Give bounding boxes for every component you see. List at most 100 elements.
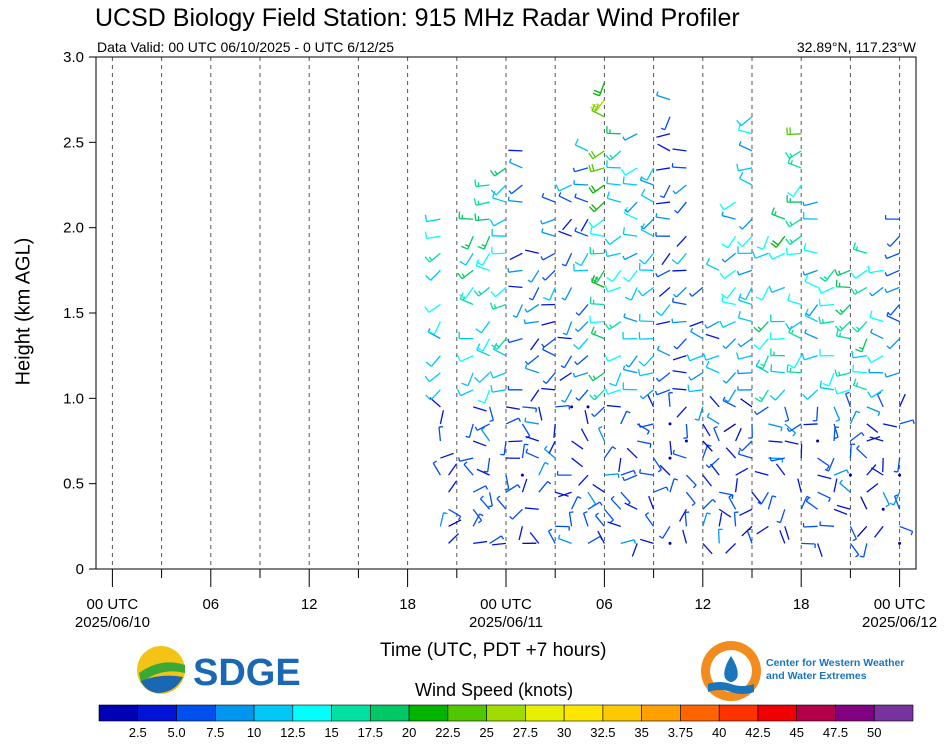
wind-barb [672, 184, 687, 195]
wind-barb [606, 176, 621, 186]
wind-barb [835, 279, 851, 289]
wind-barb [736, 116, 753, 127]
wind-barb [658, 286, 671, 297]
wind-barb [859, 543, 868, 558]
wind-barb [491, 228, 507, 237]
wind-barb [869, 436, 884, 442]
wind-barb [673, 338, 687, 350]
wind-barb [542, 287, 556, 301]
colorbar-label: 30 [557, 725, 571, 740]
wind-barb [491, 338, 507, 350]
wind-barb [756, 525, 769, 535]
wind-barb [722, 372, 737, 384]
grid-layer [111, 57, 901, 569]
wind-barb [508, 158, 523, 169]
wind-barb [769, 332, 785, 341]
x-tick-label: 06 [202, 596, 219, 613]
wind-barb [592, 82, 606, 97]
wind-barb [786, 127, 802, 136]
x-tick-date-label: 2025/06/11 [469, 614, 543, 631]
wind-barb [507, 337, 523, 344]
wind-barb [756, 235, 770, 250]
colorbar-label: 25 [479, 725, 493, 740]
wind-barb [459, 287, 474, 300]
wind-barb-calm [570, 405, 574, 409]
wind-barb [805, 304, 819, 317]
wind-barb [574, 138, 589, 152]
wind-barb [694, 406, 704, 421]
wind-barb [589, 246, 605, 255]
wind-barb [850, 286, 868, 295]
wind-barb [490, 167, 507, 177]
x-tick-label: 00 UTC [874, 596, 926, 613]
cw3e-logo: Center for Western Weather and Water Ext… [701, 641, 904, 701]
wind-barb [656, 167, 671, 171]
wind-barb [644, 512, 655, 527]
wind-barb [801, 352, 818, 361]
wind-barb [656, 320, 671, 326]
wind-barb [655, 269, 671, 278]
wind-barb [477, 389, 491, 404]
wind-barb [604, 387, 622, 395]
wind-barb [657, 143, 671, 152]
wind-barb [816, 543, 823, 557]
wind-barb [456, 354, 474, 363]
wind-barb [587, 535, 603, 544]
wind-barb [561, 252, 573, 267]
wind-barb [737, 369, 753, 375]
x-tick-date-label: 2025/06/12 [862, 614, 937, 631]
wind-barb [557, 336, 572, 340]
wind-barb [738, 218, 753, 230]
wind-barb [741, 525, 753, 537]
wind-barb [721, 235, 737, 249]
wind-barb [606, 191, 621, 203]
wind-barb [622, 133, 638, 141]
wind-barb [668, 391, 673, 407]
wind-barb [489, 371, 507, 379]
wind-barb [492, 342, 507, 357]
wind-barb [622, 365, 638, 374]
wind-barb [702, 542, 713, 555]
wind-barb [603, 508, 614, 524]
wind-barb [571, 496, 582, 510]
wind-barb [648, 495, 655, 510]
sdge-logo-swoosh-blue [141, 675, 183, 693]
wind-barb [488, 492, 493, 508]
wind-barb [424, 231, 441, 240]
wind-barb [638, 355, 655, 367]
wind-barb [588, 164, 605, 173]
wind-barb [523, 319, 539, 325]
colorbar-swatch [98, 704, 139, 722]
wind-barb [543, 445, 556, 459]
wind-barb [509, 252, 523, 261]
wind-barb [489, 218, 507, 227]
wind-barb [606, 404, 621, 408]
wind-barb [560, 355, 573, 369]
colorbar-label: 17.5 [358, 725, 383, 740]
wind-barb [702, 423, 711, 437]
wind-barb [884, 372, 900, 378]
location-label: 32.89°N, 117.23°W [796, 39, 916, 55]
wind-barb [440, 452, 454, 459]
wind-barb [818, 298, 835, 307]
wind-barb [507, 268, 523, 273]
wind-barb [584, 410, 589, 425]
wind-barb [849, 526, 857, 542]
wind-barb [609, 372, 622, 387]
wind-barb [769, 456, 785, 462]
wind-barb [659, 464, 671, 476]
colorbar-label: 15 [324, 725, 338, 740]
colorbar-label: 20 [402, 725, 416, 740]
wind-barb [802, 211, 818, 220]
wind-barb [474, 372, 491, 383]
wind-barb-calm [668, 541, 672, 545]
wind-barb [622, 227, 638, 237]
wind-barb [458, 211, 474, 220]
wind-barb [580, 428, 589, 442]
wind-barb [705, 457, 720, 469]
wind-barb [739, 508, 753, 517]
colorbar-swatch [408, 704, 449, 722]
wind-barb [671, 163, 687, 169]
wind-barb [489, 302, 507, 310]
